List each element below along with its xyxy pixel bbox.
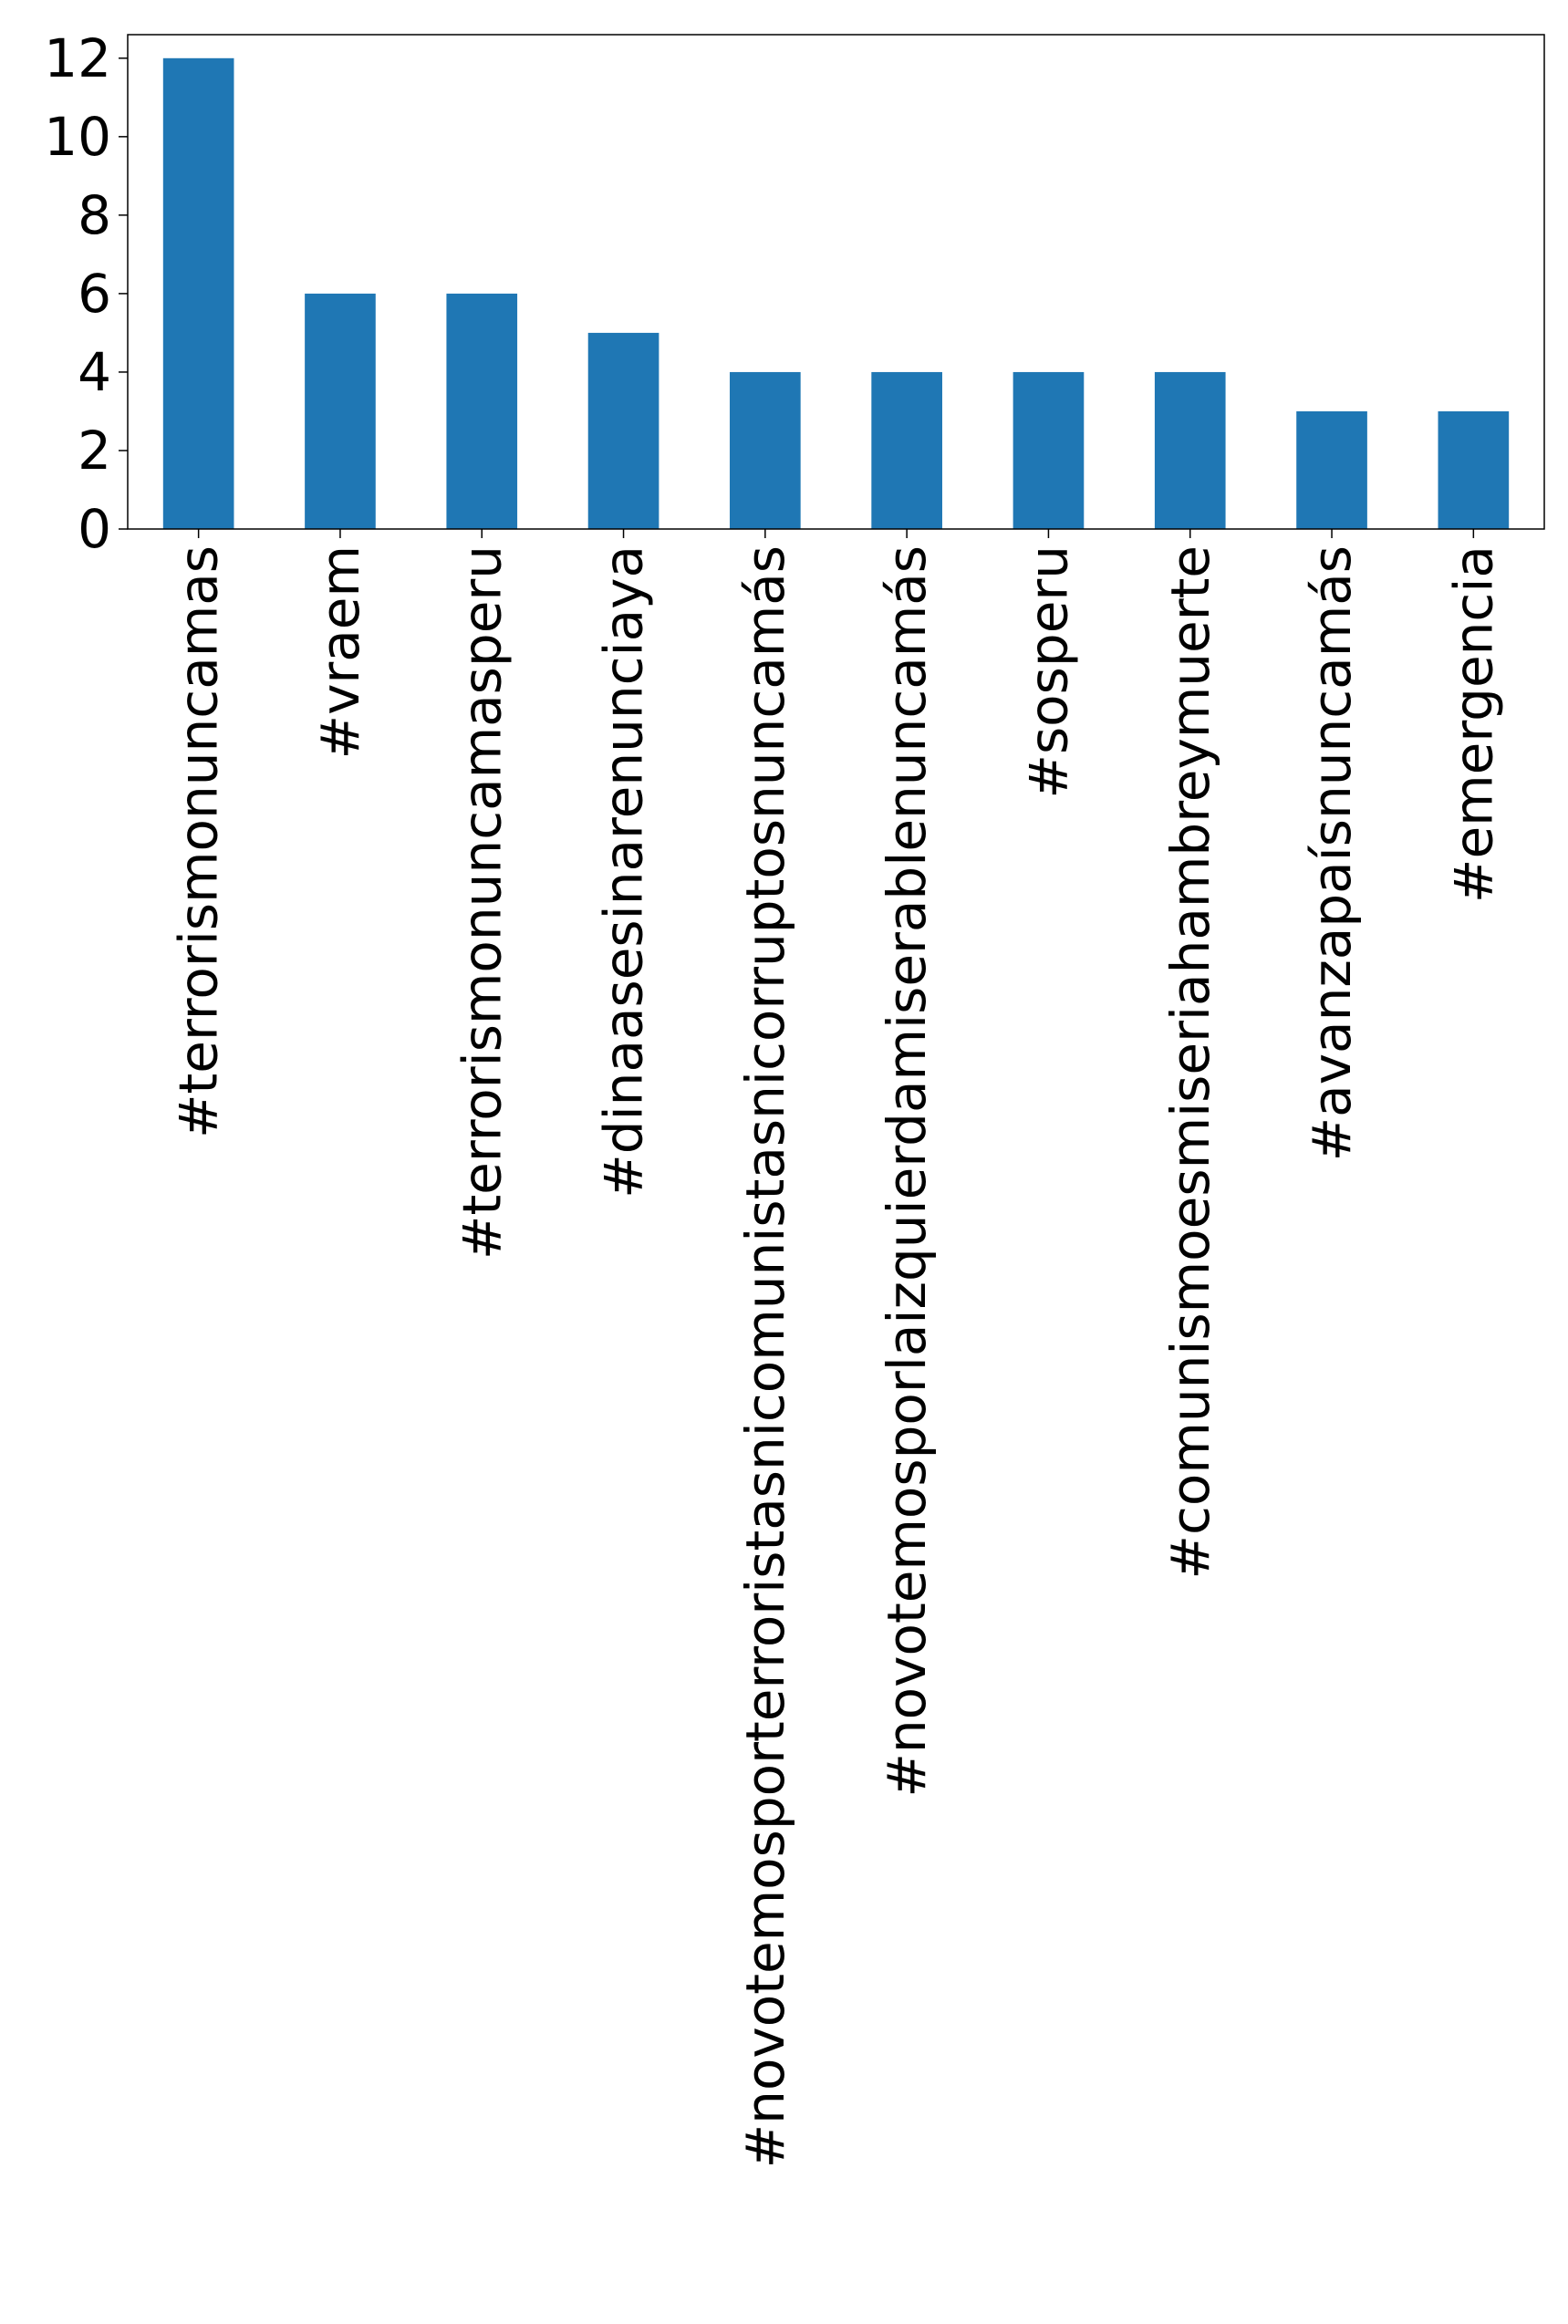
y-tick-label-6: 12: [44, 27, 111, 89]
y-tick-label-3: 6: [78, 263, 111, 325]
x-tick-label-1: #vraem: [309, 545, 371, 760]
x-tick-label-6: #sosperu: [1017, 545, 1079, 799]
bar-9: [1438, 410, 1510, 529]
bar-8: [1296, 410, 1367, 529]
bars: [162, 57, 1510, 530]
x-tick-label-0: #terrorismonuncamas: [168, 545, 230, 1138]
x-tick-label-3: #dinaasesinarenunciaya: [593, 545, 655, 1198]
y-tick-label-1: 2: [78, 420, 111, 482]
x-tick-label-8: #avanzapaísnuncamás: [1301, 545, 1363, 1161]
bar-6: [1012, 371, 1085, 529]
x-tick-label-2: #terrorismonuncamasperu: [451, 545, 513, 1260]
x-tick-label-7: #comunismoesmiseriahambreymuerte: [1159, 545, 1221, 1580]
y-tick-label-0: 0: [78, 498, 111, 560]
bar-4: [730, 371, 801, 529]
bar-1: [305, 293, 376, 529]
bar-3: [587, 332, 659, 529]
bar-2: [446, 293, 518, 529]
bar-7: [1154, 371, 1226, 529]
x-tick-label-9: #emergencia: [1442, 545, 1504, 903]
x-axis: #terrorismonuncamas #vraem #terrorismonunc…: [168, 529, 1504, 2168]
bar-5: [871, 371, 942, 529]
y-tick-label-5: 10: [44, 106, 111, 168]
y-axis: 0 2 4 6 8 10 12: [44, 27, 128, 560]
x-tick-label-4: #novotemosporterroristasnicomunistasnico…: [734, 545, 796, 2168]
bar-0: [162, 57, 234, 530]
y-tick-label-4: 8: [78, 184, 111, 246]
y-tick-label-2: 4: [78, 341, 111, 403]
plot-frame: [127, 34, 1545, 530]
x-tick-label-5: #novotemosporlaizquierdamiserablenuncamá…: [876, 545, 938, 1798]
